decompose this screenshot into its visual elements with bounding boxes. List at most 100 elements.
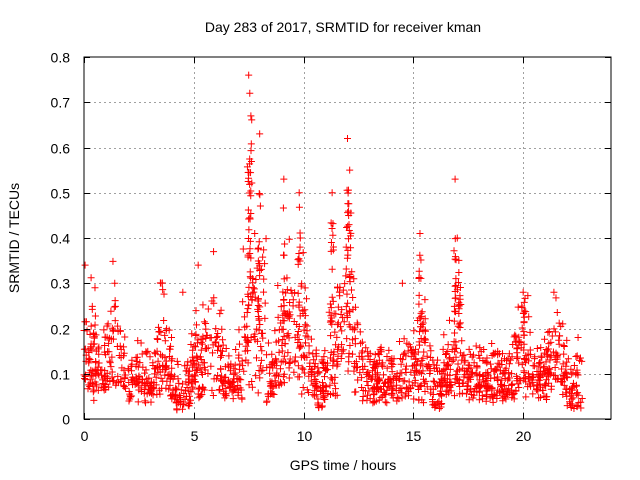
data-point bbox=[379, 371, 387, 379]
data-point bbox=[327, 390, 335, 398]
data-point bbox=[550, 325, 558, 333]
data-point bbox=[252, 372, 260, 380]
data-point bbox=[106, 377, 114, 385]
data-point bbox=[294, 362, 302, 370]
data-point bbox=[327, 332, 335, 340]
data-point bbox=[120, 382, 128, 390]
data-point bbox=[357, 339, 365, 347]
data-point bbox=[235, 365, 243, 373]
data-point bbox=[418, 308, 426, 316]
data-point bbox=[295, 250, 303, 258]
data-point bbox=[311, 360, 319, 368]
data-point bbox=[368, 375, 376, 383]
data-point bbox=[410, 350, 418, 358]
data-point bbox=[85, 347, 93, 355]
data-point bbox=[142, 348, 150, 356]
data-point bbox=[179, 288, 187, 296]
data-point bbox=[296, 312, 304, 320]
data-point bbox=[295, 189, 303, 197]
data-point bbox=[553, 309, 561, 317]
data-point bbox=[214, 346, 222, 354]
data-point bbox=[201, 366, 209, 374]
data-point bbox=[158, 352, 166, 360]
data-point bbox=[106, 359, 114, 367]
data-point bbox=[260, 275, 268, 283]
data-point bbox=[415, 267, 423, 275]
data-point bbox=[246, 268, 254, 276]
data-point bbox=[299, 365, 307, 373]
data-point bbox=[305, 349, 313, 357]
data-point bbox=[146, 353, 154, 361]
data-point bbox=[389, 386, 397, 394]
data-point bbox=[473, 388, 481, 396]
data-point bbox=[302, 332, 310, 340]
data-point bbox=[263, 397, 271, 405]
data-point bbox=[279, 325, 287, 333]
data-point bbox=[125, 366, 133, 374]
data-point bbox=[338, 350, 346, 358]
data-point bbox=[512, 332, 520, 340]
data-point bbox=[192, 332, 200, 340]
data-point bbox=[520, 346, 528, 354]
data-point bbox=[381, 398, 389, 406]
data-point bbox=[153, 335, 161, 343]
data-point bbox=[515, 333, 523, 341]
data-point bbox=[499, 388, 507, 396]
data-point bbox=[160, 290, 168, 298]
data-point bbox=[236, 340, 244, 348]
data-point bbox=[345, 358, 353, 366]
data-point bbox=[258, 347, 266, 355]
data-point bbox=[121, 371, 129, 379]
data-point bbox=[455, 299, 463, 307]
data-point bbox=[423, 383, 431, 391]
x-tick-label: 20 bbox=[516, 428, 532, 444]
data-point bbox=[279, 373, 287, 381]
data-point bbox=[379, 392, 387, 400]
data-point bbox=[332, 385, 340, 393]
data-point bbox=[268, 384, 276, 392]
data-point bbox=[241, 347, 249, 355]
data-point bbox=[184, 372, 192, 380]
data-point bbox=[432, 383, 440, 391]
data-point bbox=[156, 390, 164, 398]
data-point bbox=[225, 352, 233, 360]
data-point bbox=[103, 369, 111, 377]
data-point bbox=[203, 331, 211, 339]
data-point bbox=[574, 371, 582, 379]
data-point bbox=[192, 307, 200, 315]
data-point bbox=[298, 364, 306, 372]
data-point bbox=[452, 344, 460, 352]
data-point bbox=[369, 367, 377, 375]
data-point bbox=[482, 397, 490, 405]
data-point bbox=[269, 358, 277, 366]
data-point bbox=[279, 357, 287, 365]
data-point bbox=[477, 348, 485, 356]
y-tick-label: 0.2 bbox=[51, 322, 71, 338]
data-point bbox=[154, 336, 162, 344]
data-point bbox=[306, 359, 314, 367]
data-point bbox=[111, 279, 119, 287]
data-point bbox=[239, 245, 247, 253]
data-point bbox=[82, 345, 90, 353]
data-point bbox=[327, 374, 335, 382]
data-point bbox=[347, 286, 355, 294]
data-point bbox=[208, 386, 216, 394]
data-point bbox=[217, 353, 225, 361]
data-point bbox=[551, 371, 559, 379]
data-point bbox=[344, 299, 352, 307]
x-tick-label: 10 bbox=[297, 428, 313, 444]
data-point bbox=[513, 372, 521, 380]
data-point bbox=[92, 347, 100, 355]
data-point bbox=[294, 256, 302, 264]
data-point bbox=[553, 353, 561, 361]
data-point bbox=[187, 341, 195, 349]
data-point bbox=[321, 347, 329, 355]
data-point bbox=[446, 354, 454, 362]
data-point bbox=[489, 398, 497, 406]
data-point bbox=[448, 358, 456, 366]
data-point bbox=[343, 335, 351, 343]
data-point bbox=[85, 354, 93, 362]
data-point bbox=[476, 344, 484, 352]
data-point bbox=[268, 378, 276, 386]
